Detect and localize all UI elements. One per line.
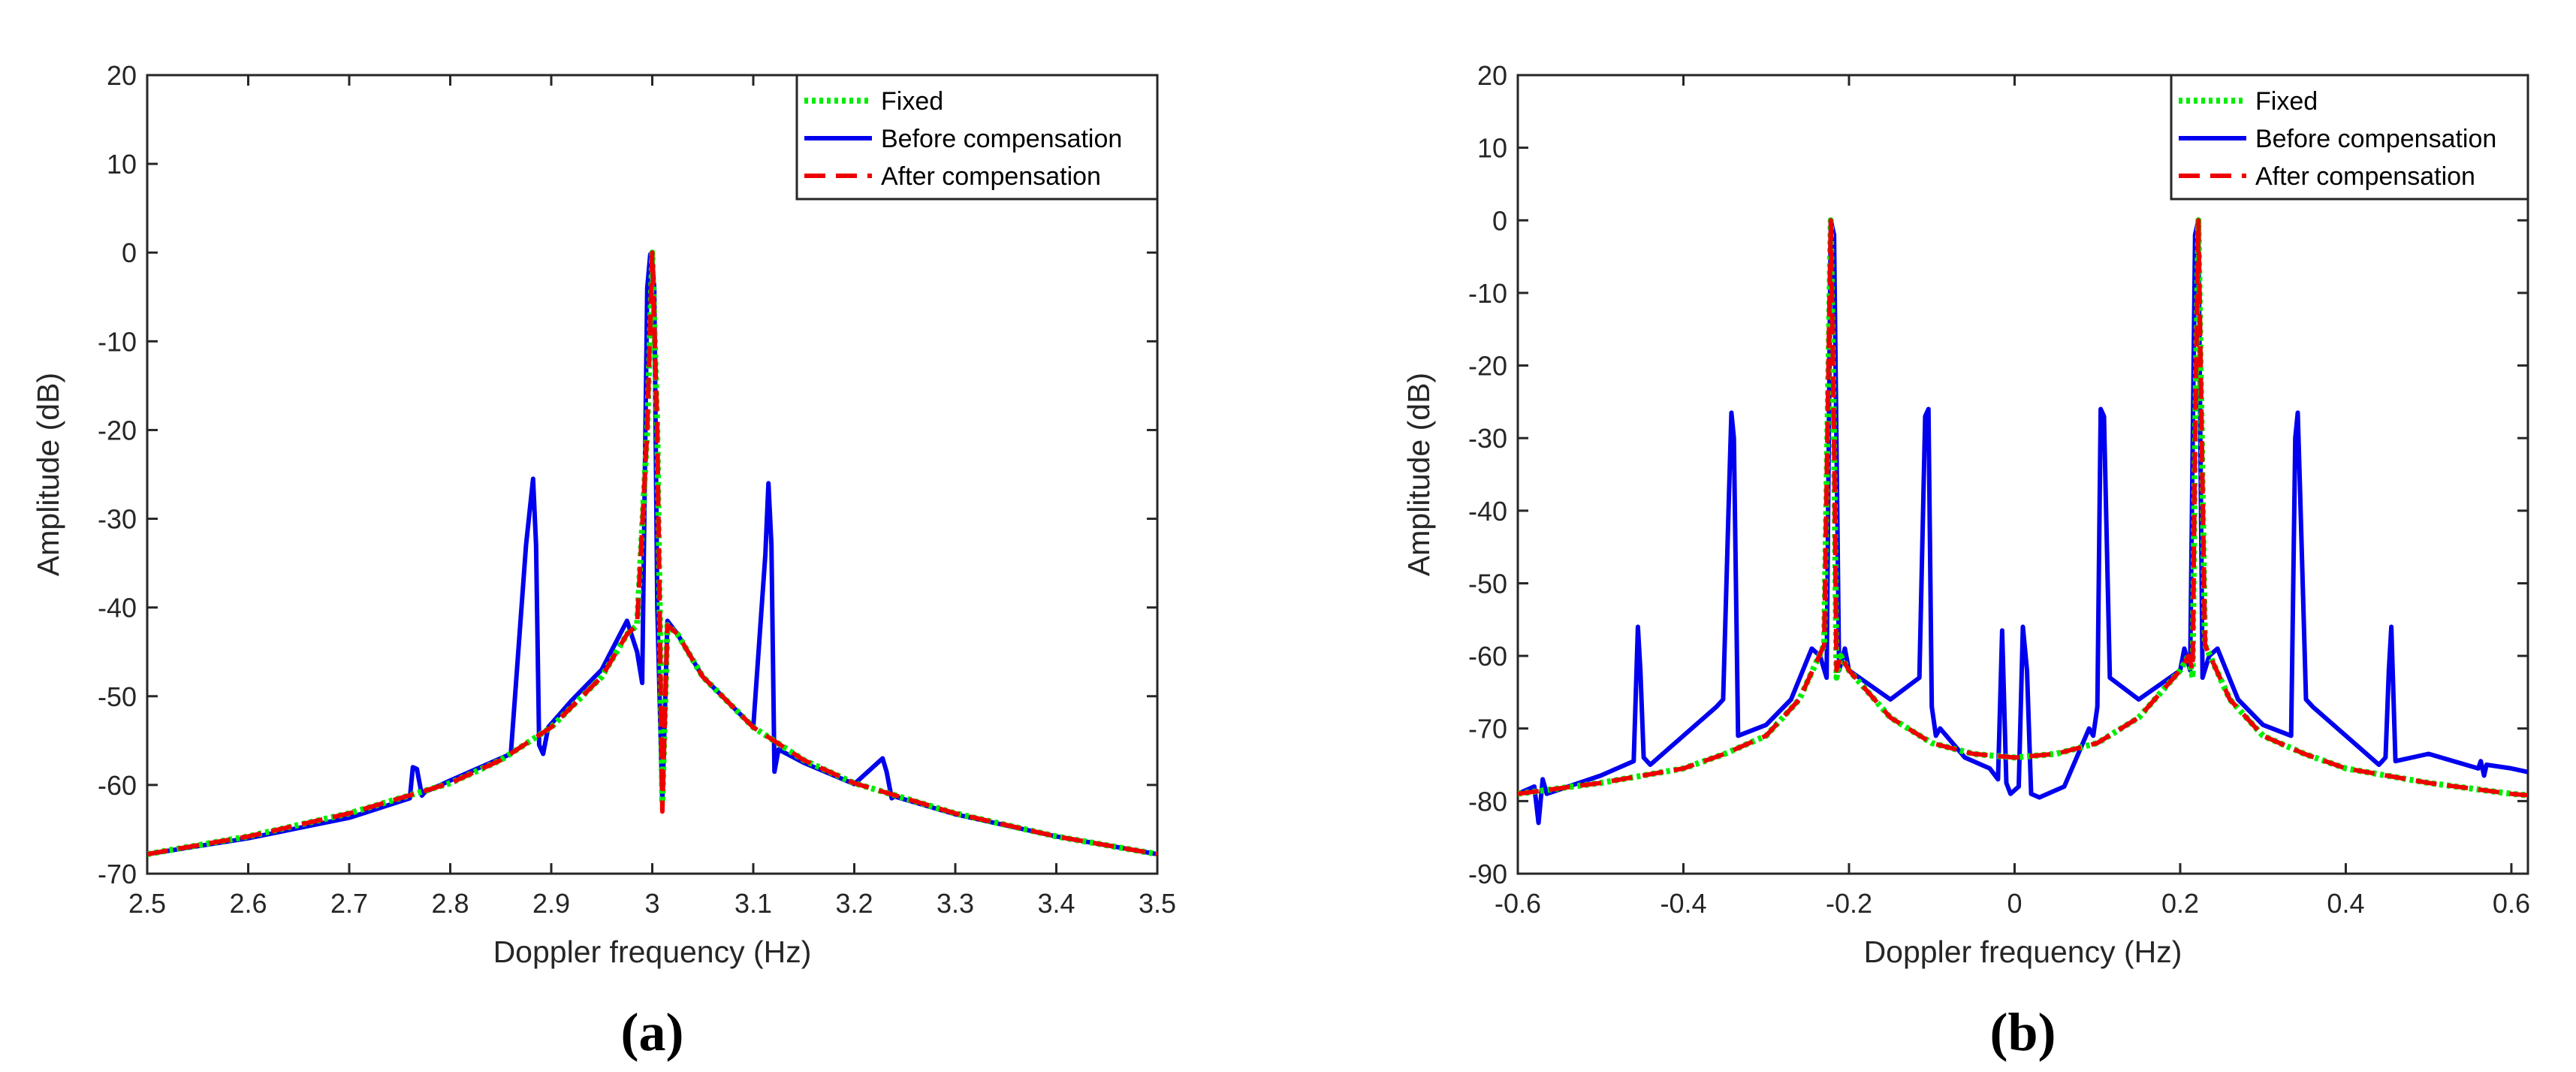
series-line-before-compensation xyxy=(1518,218,2528,826)
y-tick-label: -40 xyxy=(1468,496,1507,527)
y-tick-label: -30 xyxy=(1468,423,1507,454)
y-tick-label: -60 xyxy=(1468,641,1507,672)
y-axis-title: Amplitude (dB) xyxy=(1401,373,1436,576)
x-tick-label: 2.7 xyxy=(330,888,368,919)
x-tick-label: 3.5 xyxy=(1139,888,1176,919)
x-tick-label: 3 xyxy=(644,888,659,919)
y-tick-label: -40 xyxy=(98,593,137,624)
y-tick-label: -10 xyxy=(98,326,137,357)
x-tick-label: 3.1 xyxy=(734,888,772,919)
panel-label: (a) xyxy=(621,1002,684,1062)
x-tick-label: 2.5 xyxy=(128,888,166,919)
panel-a: 2.5 2.6 2.7 2.8 2.9 3 3.1 3.2 3.3 3.4 3.5 -70 -60 -50… xyxy=(31,60,1176,1062)
series-line-after-compensation xyxy=(1518,218,2528,798)
plot-frame xyxy=(1516,74,2529,875)
x-tick-label: 2.9 xyxy=(532,888,570,919)
y-tick-label: -90 xyxy=(1468,859,1507,889)
y-tick-label: -50 xyxy=(1468,568,1507,599)
legend-label: After compensation xyxy=(881,162,1101,191)
y-tick-label: 10 xyxy=(1477,133,1507,164)
y-tick-label: 0 xyxy=(1492,205,1507,236)
legend-label: After compensation xyxy=(2255,162,2475,191)
y-tick-label: -10 xyxy=(1468,278,1507,309)
y-tick-label: -70 xyxy=(98,859,137,889)
y-tick-label: 20 xyxy=(107,60,137,91)
y-tick-label: -20 xyxy=(1468,351,1507,382)
x-tick-label: -0.6 xyxy=(1495,888,1541,919)
y-tick-label: -20 xyxy=(98,415,137,445)
panel-label: (b) xyxy=(1990,1002,2056,1062)
x-tick-label: -0.2 xyxy=(1826,888,1872,919)
x-tick-label: 0 xyxy=(2007,888,2022,919)
series-line-fixed xyxy=(147,249,1157,857)
legend-label: Before compensation xyxy=(2255,125,2496,153)
x-tick-label: 3.4 xyxy=(1037,888,1075,919)
x-axis-title: Doppler frequency (Hz) xyxy=(1864,935,2182,969)
x-tick-label: 0.6 xyxy=(2493,888,2530,919)
y-tick-label: -70 xyxy=(1468,714,1507,744)
x-tick-label: 3.2 xyxy=(835,888,873,919)
y-tick-label: -80 xyxy=(1468,786,1507,817)
y-tick-label: 20 xyxy=(1477,60,1507,91)
x-tick-label: 0.4 xyxy=(2327,888,2364,919)
y-tick-label: 0 xyxy=(122,237,137,268)
panel-b: -0.6 -0.4 -0.2 0 0.2 0.4 0.6 -90 -80 -70 -60 -50 -40… xyxy=(1401,60,2530,1062)
x-tick-label: 3.3 xyxy=(937,888,974,919)
y-tick-label: -50 xyxy=(98,681,137,712)
legend-label: Fixed xyxy=(2255,87,2318,116)
y-tick-label: 10 xyxy=(107,149,137,180)
y-tick-label: -30 xyxy=(98,504,137,535)
y-tick-label: -60 xyxy=(98,770,137,801)
x-tick-label: -0.4 xyxy=(1660,888,1706,919)
x-axis-title: Doppler frequency (Hz) xyxy=(493,935,812,969)
x-tick-label: 0.2 xyxy=(2161,888,2199,919)
legend-label: Before compensation xyxy=(881,125,1122,153)
series-line-after-compensation xyxy=(147,250,1157,856)
legend-label: Fixed xyxy=(881,87,943,116)
x-tick-label: 2.8 xyxy=(431,888,469,919)
x-tick-label: 2.6 xyxy=(229,888,267,919)
y-axis-title: Amplitude (dB) xyxy=(31,373,65,576)
